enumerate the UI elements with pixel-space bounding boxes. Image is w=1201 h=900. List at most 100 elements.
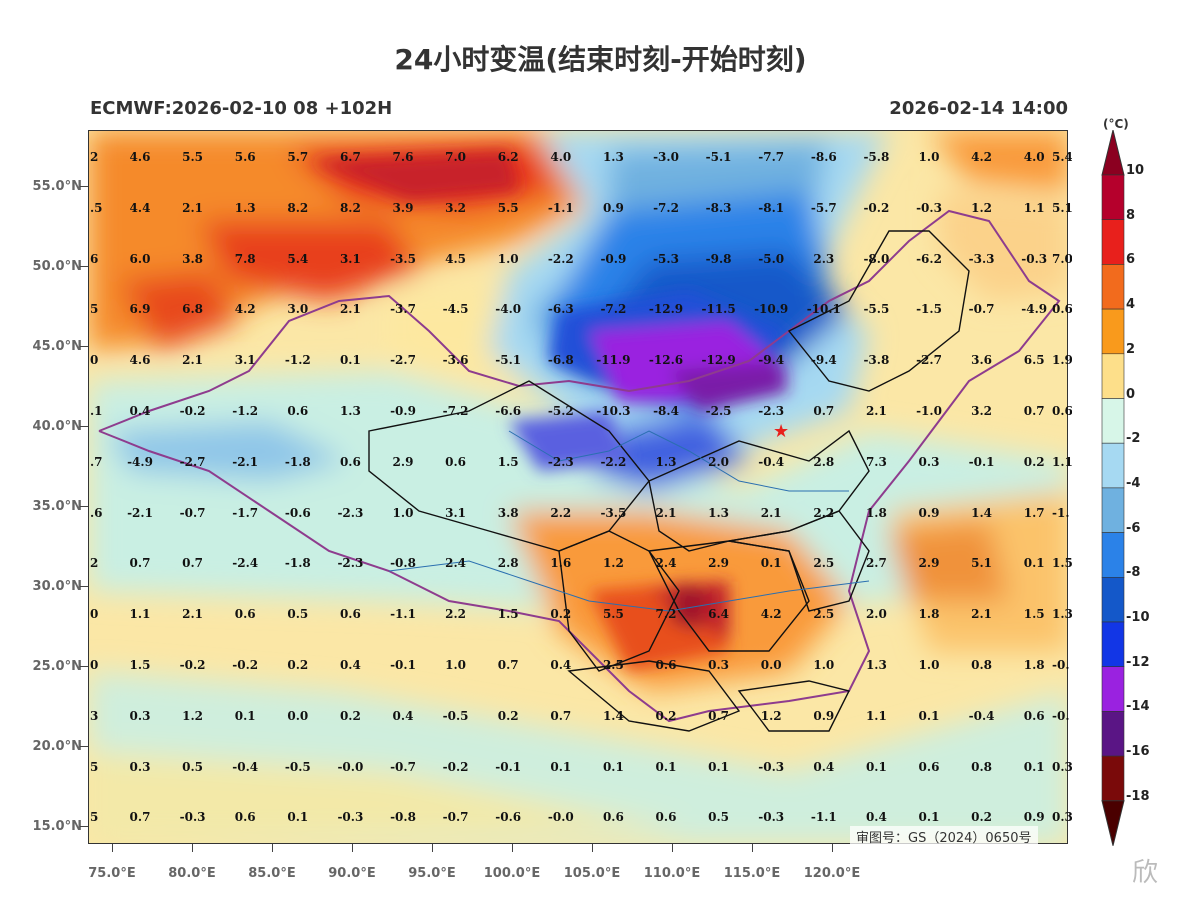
grid-value: -5.5 xyxy=(863,302,890,317)
grid-value: 2.1 xyxy=(182,353,204,368)
grid-value: 5.4 xyxy=(1052,150,1072,164)
grid-value: -0.8 xyxy=(390,810,416,825)
colorbar-label: -14 xyxy=(1126,699,1150,715)
grid-value: -0.6 xyxy=(284,505,311,520)
province-borders xyxy=(368,230,970,732)
grid-value: -0.0 xyxy=(547,810,574,825)
grid-value: -0.4 xyxy=(758,454,785,469)
grid-value: 0.5 xyxy=(182,759,204,774)
grid-value: 1.2 xyxy=(760,708,782,723)
grid-value: 4.6 xyxy=(129,353,151,368)
grid-value: 0.1 xyxy=(708,759,730,774)
colorbar-segment xyxy=(1101,621,1125,668)
longitude-tick xyxy=(512,844,513,852)
grid-value: -3.3 xyxy=(968,251,995,266)
grid-value: 0.4 xyxy=(392,708,414,723)
grid-value: -2.3 xyxy=(337,505,364,520)
grid-value: 0.2 xyxy=(339,708,361,723)
longitude-tick xyxy=(752,844,753,852)
grid-value: 2.5 xyxy=(602,658,624,672)
longitude-tick xyxy=(352,844,353,852)
grid-value: 5.1 xyxy=(971,556,993,571)
capital-star-icon: ★ xyxy=(773,421,789,442)
grid-value: 4.0 xyxy=(1023,150,1045,164)
grid-value: 2.9 xyxy=(708,556,730,571)
latitude-tick xyxy=(80,746,88,747)
grid-value: 0.0 xyxy=(760,658,782,672)
grid-value: 2.4 xyxy=(445,556,467,571)
grid-value: 2.9 xyxy=(918,556,940,571)
longitude-label: 95.0°E xyxy=(408,866,456,881)
colorbar-segment xyxy=(1101,353,1125,399)
grid-value: -7.7 xyxy=(758,150,785,164)
grid-value: 0.1 xyxy=(287,810,309,825)
grid-value: -11.9 xyxy=(596,353,631,368)
grid-value: -1.8 xyxy=(284,556,311,571)
grid-value: 7.2 xyxy=(655,607,677,622)
colorbar-segment xyxy=(1101,308,1125,355)
valid-time-label: 2026-02-14 14:00 xyxy=(889,98,1068,119)
grid-value: 2.2 xyxy=(445,607,467,622)
grid-value: -1.8 xyxy=(284,454,311,469)
rivers xyxy=(388,430,870,612)
grid-value: 5 xyxy=(90,759,99,774)
grid-value: -5.3 xyxy=(653,251,679,266)
grid-value: -2.7 xyxy=(179,454,206,469)
grid-value: 0.7 xyxy=(550,708,572,723)
grid-value: -4.5 xyxy=(442,302,469,317)
temperature-change-map: ★ xyxy=(88,130,1068,844)
grid-value: 1.3 xyxy=(602,150,624,164)
grid-value: -2.3 xyxy=(758,404,785,418)
grid-value: 1.2 xyxy=(182,708,204,723)
grid-value: -8.6 xyxy=(810,150,837,164)
grid-value: -0.4 xyxy=(968,708,995,723)
grid-value: .5 xyxy=(90,200,103,215)
grid-value: -7.2 xyxy=(600,302,627,317)
grid-value: 2 xyxy=(90,150,99,164)
grid-value: 0.1 xyxy=(550,759,572,774)
grid-value: -1.5 xyxy=(916,302,942,317)
grid-value: 1.0 xyxy=(392,505,414,520)
grid-value: 2.1 xyxy=(339,302,361,317)
grid-value: 2.5 xyxy=(813,607,835,622)
grid-value: -11.5 xyxy=(701,302,736,317)
grid-value: 2.3 xyxy=(813,251,835,266)
colorbar-segment xyxy=(1101,174,1125,221)
longitude-label: 110.0°E xyxy=(643,866,701,881)
grid-value: -2.2 xyxy=(600,454,627,469)
grid-value: 0.1 xyxy=(655,759,677,774)
longitude-tick xyxy=(432,844,433,852)
grid-value: 1.4 xyxy=(602,708,624,723)
grid-value: 2.9 xyxy=(392,454,414,469)
grid-value: -5.0 xyxy=(758,251,785,266)
grid-value: -0.2 xyxy=(179,658,206,672)
grid-value: -2.1 xyxy=(127,505,153,520)
colorbar-segment xyxy=(1101,398,1125,444)
grid-value: -5.1 xyxy=(705,150,732,164)
grid-value: 1.0 xyxy=(918,150,940,164)
latitude-tick xyxy=(80,266,88,267)
grid-value: -1.7 xyxy=(232,505,259,520)
grid-value: 0 xyxy=(90,353,99,368)
colorbar-label: -2 xyxy=(1126,431,1141,447)
longitude-label: 100.0°E xyxy=(483,866,541,881)
longitude-label: 115.0°E xyxy=(723,866,781,881)
grid-value: 0.1 xyxy=(918,708,940,723)
longitude-label: 85.0°E xyxy=(248,866,296,881)
grid-value: 0.6 xyxy=(445,454,467,469)
grid-value: 5.6 xyxy=(234,150,256,164)
grid-value: 6.8 xyxy=(182,302,204,317)
grid-value: 0.4 xyxy=(865,810,887,825)
grid-value: -5.1 xyxy=(495,353,522,368)
grid-value: -8.0 xyxy=(863,251,890,266)
grid-value: 0.1 xyxy=(1023,759,1045,774)
grid-value: 0.6 xyxy=(655,658,677,672)
grid-value: -12.9 xyxy=(701,353,736,368)
colorbar-segment xyxy=(1101,219,1125,265)
latitude-tick xyxy=(80,666,88,667)
grid-value: 6.7 xyxy=(339,150,361,164)
grid-value: 2.8 xyxy=(497,556,519,571)
grid-value: 0.4 xyxy=(129,404,151,418)
grid-value: 0.9 xyxy=(918,505,940,520)
grid-value: 5 xyxy=(90,810,99,825)
